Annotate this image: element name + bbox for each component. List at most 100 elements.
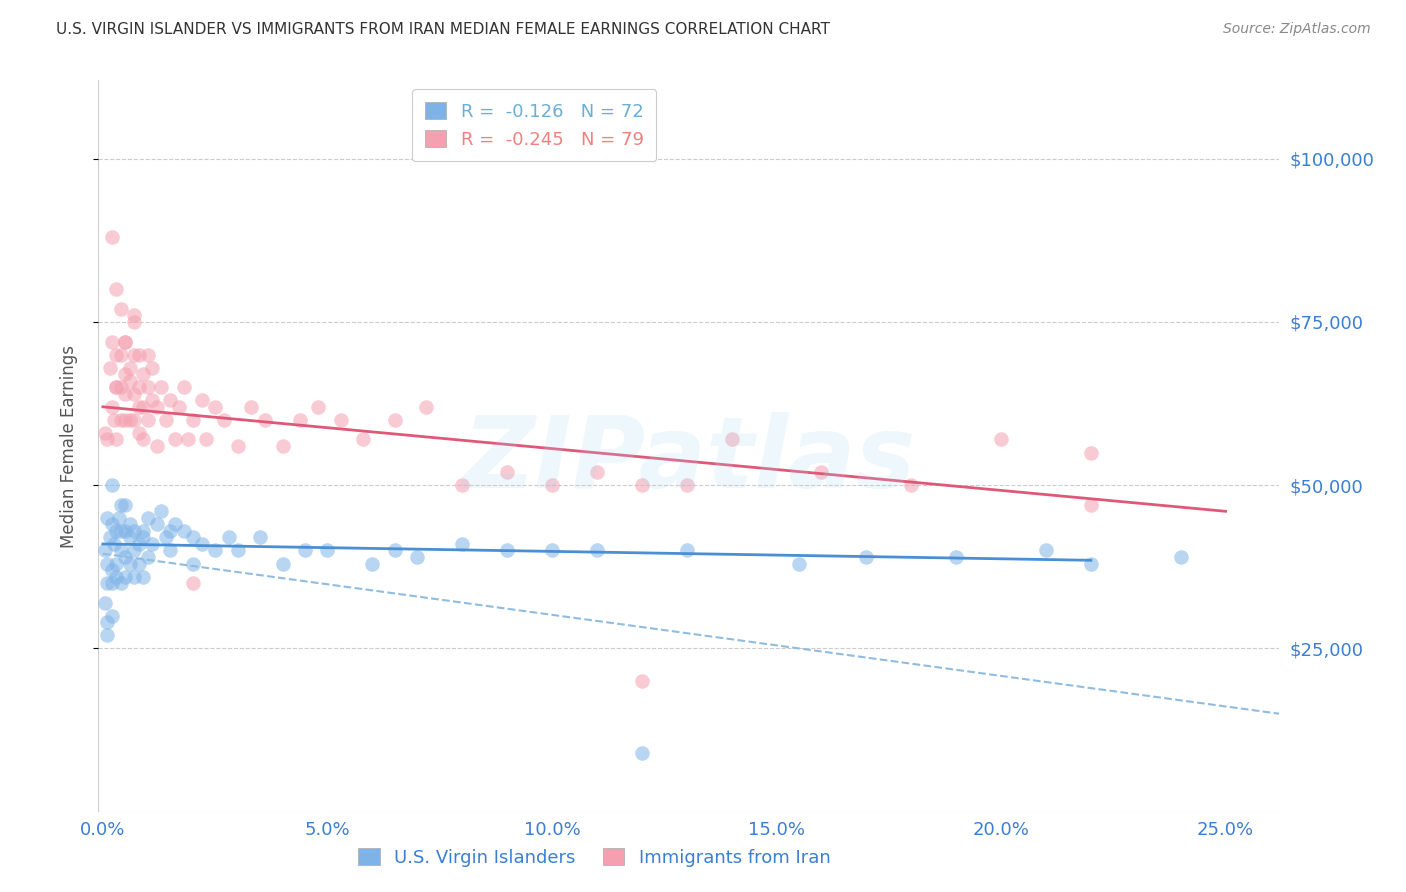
Point bbox=[990, 433, 1012, 447]
Point bbox=[132, 530, 155, 544]
Point bbox=[1080, 498, 1102, 512]
Point bbox=[451, 478, 474, 492]
Point bbox=[132, 400, 155, 414]
Point bbox=[101, 576, 124, 591]
Point bbox=[630, 478, 652, 492]
Point bbox=[146, 517, 169, 532]
Point bbox=[128, 400, 150, 414]
Point bbox=[110, 498, 132, 512]
Text: Source: ZipAtlas.com: Source: ZipAtlas.com bbox=[1223, 22, 1371, 37]
Point bbox=[150, 504, 173, 518]
Point bbox=[107, 511, 129, 525]
Point bbox=[98, 360, 121, 375]
Point bbox=[124, 315, 146, 329]
Point bbox=[195, 433, 218, 447]
Point bbox=[114, 413, 136, 427]
Point bbox=[124, 348, 146, 362]
Point bbox=[329, 413, 352, 427]
Point bbox=[141, 393, 163, 408]
Point bbox=[94, 425, 117, 440]
Point bbox=[163, 433, 186, 447]
Point bbox=[124, 569, 146, 583]
Point bbox=[101, 400, 124, 414]
Point bbox=[155, 530, 177, 544]
Point bbox=[181, 413, 204, 427]
Point bbox=[586, 465, 609, 479]
Point bbox=[105, 348, 128, 362]
Point bbox=[96, 628, 118, 642]
Point bbox=[132, 524, 155, 538]
Point bbox=[96, 433, 118, 447]
Point bbox=[110, 301, 132, 316]
Point bbox=[1035, 543, 1057, 558]
Point bbox=[132, 569, 155, 583]
Point bbox=[146, 400, 169, 414]
Point bbox=[132, 367, 155, 381]
Point bbox=[105, 433, 128, 447]
Point bbox=[136, 348, 159, 362]
Point bbox=[94, 596, 117, 610]
Point bbox=[181, 530, 204, 544]
Point bbox=[105, 380, 128, 394]
Point bbox=[105, 380, 128, 394]
Point bbox=[159, 543, 181, 558]
Point bbox=[900, 478, 922, 492]
Point bbox=[114, 569, 136, 583]
Point bbox=[101, 608, 124, 623]
Point bbox=[155, 413, 177, 427]
Point bbox=[675, 543, 697, 558]
Point bbox=[118, 557, 141, 571]
Point bbox=[787, 557, 810, 571]
Point bbox=[294, 543, 316, 558]
Point bbox=[173, 524, 195, 538]
Point bbox=[118, 517, 141, 532]
Point bbox=[105, 569, 128, 583]
Point bbox=[1080, 557, 1102, 571]
Point bbox=[96, 576, 118, 591]
Point bbox=[167, 400, 190, 414]
Point bbox=[181, 557, 204, 571]
Point bbox=[249, 530, 271, 544]
Point bbox=[136, 511, 159, 525]
Point bbox=[105, 557, 128, 571]
Point bbox=[1080, 445, 1102, 459]
Point bbox=[308, 400, 330, 414]
Point bbox=[124, 309, 146, 323]
Point bbox=[141, 360, 163, 375]
Point bbox=[101, 517, 124, 532]
Text: ZIPatlas: ZIPatlas bbox=[463, 412, 915, 509]
Text: U.S. VIRGIN ISLANDER VS IMMIGRANTS FROM IRAN MEDIAN FEMALE EARNINGS CORRELATION : U.S. VIRGIN ISLANDER VS IMMIGRANTS FROM … bbox=[56, 22, 830, 37]
Point bbox=[451, 537, 474, 551]
Point bbox=[141, 537, 163, 551]
Point bbox=[675, 478, 697, 492]
Point bbox=[253, 413, 276, 427]
Point bbox=[271, 439, 294, 453]
Point bbox=[128, 380, 150, 394]
Point bbox=[316, 543, 339, 558]
Point bbox=[124, 413, 146, 427]
Point bbox=[118, 530, 141, 544]
Point bbox=[541, 478, 564, 492]
Point bbox=[163, 517, 186, 532]
Point bbox=[110, 524, 132, 538]
Point bbox=[204, 543, 226, 558]
Point bbox=[101, 334, 124, 349]
Point bbox=[124, 524, 146, 538]
Point bbox=[114, 334, 136, 349]
Point bbox=[110, 576, 132, 591]
Point bbox=[190, 537, 212, 551]
Point bbox=[114, 524, 136, 538]
Point bbox=[226, 543, 249, 558]
Point bbox=[415, 400, 437, 414]
Point bbox=[136, 549, 159, 564]
Point bbox=[181, 576, 204, 591]
Point bbox=[118, 360, 141, 375]
Point bbox=[855, 549, 877, 564]
Point bbox=[96, 557, 118, 571]
Point bbox=[105, 282, 128, 296]
Point bbox=[630, 746, 652, 760]
Point bbox=[110, 543, 132, 558]
Point bbox=[159, 524, 181, 538]
Point bbox=[114, 386, 136, 401]
Point bbox=[218, 530, 240, 544]
